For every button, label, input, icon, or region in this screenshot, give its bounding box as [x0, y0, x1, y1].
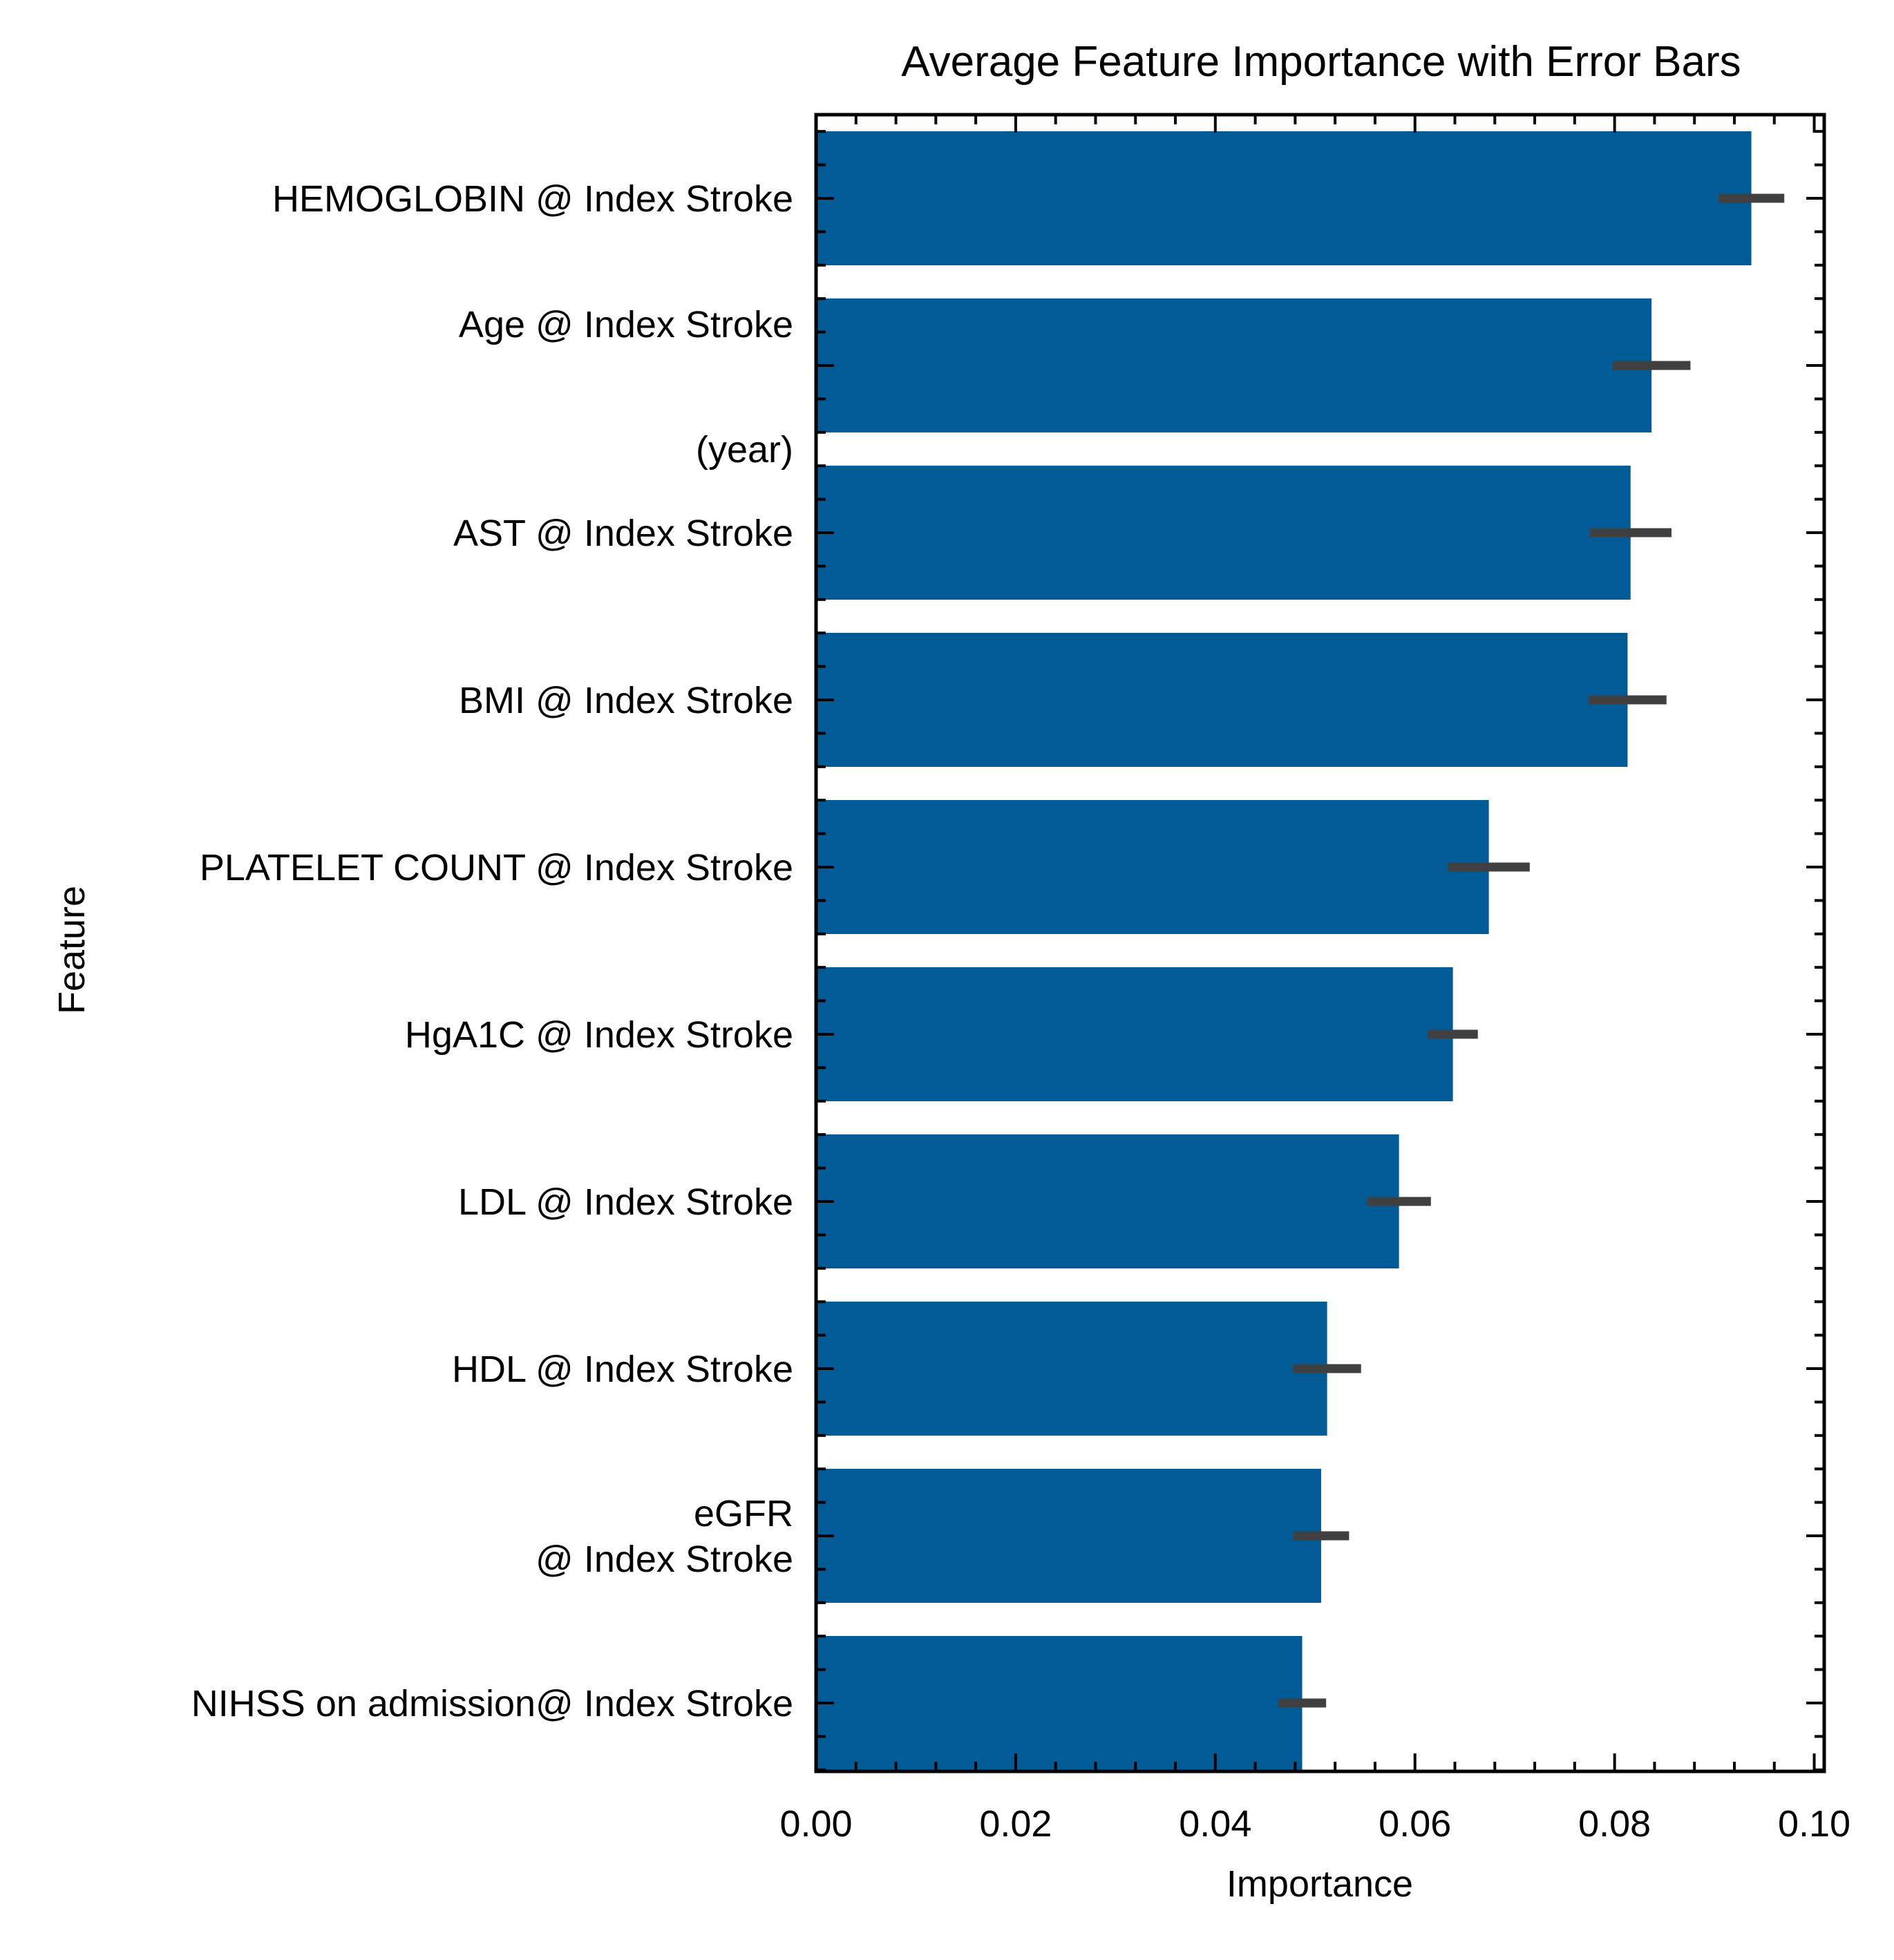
error-bars-layer: [1278, 193, 1785, 1708]
bar: [816, 466, 1631, 600]
bar: [816, 633, 1628, 767]
x-tick-label: 0.06: [1379, 1803, 1451, 1845]
bar: [816, 298, 1652, 432]
x-tick-label: 0.02: [979, 1803, 1052, 1845]
x-tick-label: 0.04: [1179, 1803, 1251, 1845]
y-tick-label: AST @ Index Stroke: [453, 513, 793, 554]
bar: [816, 1134, 1399, 1268]
y-tick-label: NIHSS on admission@ Index Stroke: [191, 1683, 793, 1724]
y-tick-label: HgA1C @ Index Stroke: [405, 1014, 793, 1056]
bars-layer: [816, 131, 1752, 1770]
bar: [816, 967, 1453, 1101]
x-tick-label: 0.10: [1778, 1803, 1850, 1845]
bar: [816, 1636, 1303, 1770]
x-tick-label: 0.00: [779, 1803, 852, 1845]
bar: [816, 131, 1752, 265]
x-axis-label: Importance: [1227, 1863, 1413, 1905]
plot-frame: [814, 113, 1826, 1773]
y-tick-label: BMI @ Index Stroke: [459, 680, 793, 721]
y-tick-label: PLATELET COUNT @ Index Stroke: [200, 847, 793, 888]
bar: [816, 800, 1489, 934]
y-axis-label: Feature: [51, 886, 93, 1014]
x-tick-labels: 0.00 0.02 0.04 0.06 0.08 0.10: [779, 1803, 1850, 1845]
y-tick-label: HEMOGLOBIN @ Index Stroke: [272, 178, 793, 220]
y-tick-label: (year): [696, 429, 793, 470]
bar: [816, 1302, 1327, 1436]
y-tick-label: Age @ Index Stroke: [459, 304, 793, 345]
y-tick-label: @ Index Stroke: [536, 1539, 793, 1580]
y-tick-label: LDL @ Index Stroke: [458, 1181, 793, 1223]
y-tick-labels: HEMOGLOBIN @ Index Stroke Age @ Index Str…: [191, 178, 793, 1724]
y-tick-label: eGFR: [694, 1493, 793, 1534]
bar: [816, 1469, 1321, 1603]
x-tick-label: 0.08: [1578, 1803, 1651, 1845]
y-tick-label: HDL @ Index Stroke: [452, 1349, 793, 1390]
chart-title: Average Feature Importance with Error Ba…: [901, 38, 1741, 86]
